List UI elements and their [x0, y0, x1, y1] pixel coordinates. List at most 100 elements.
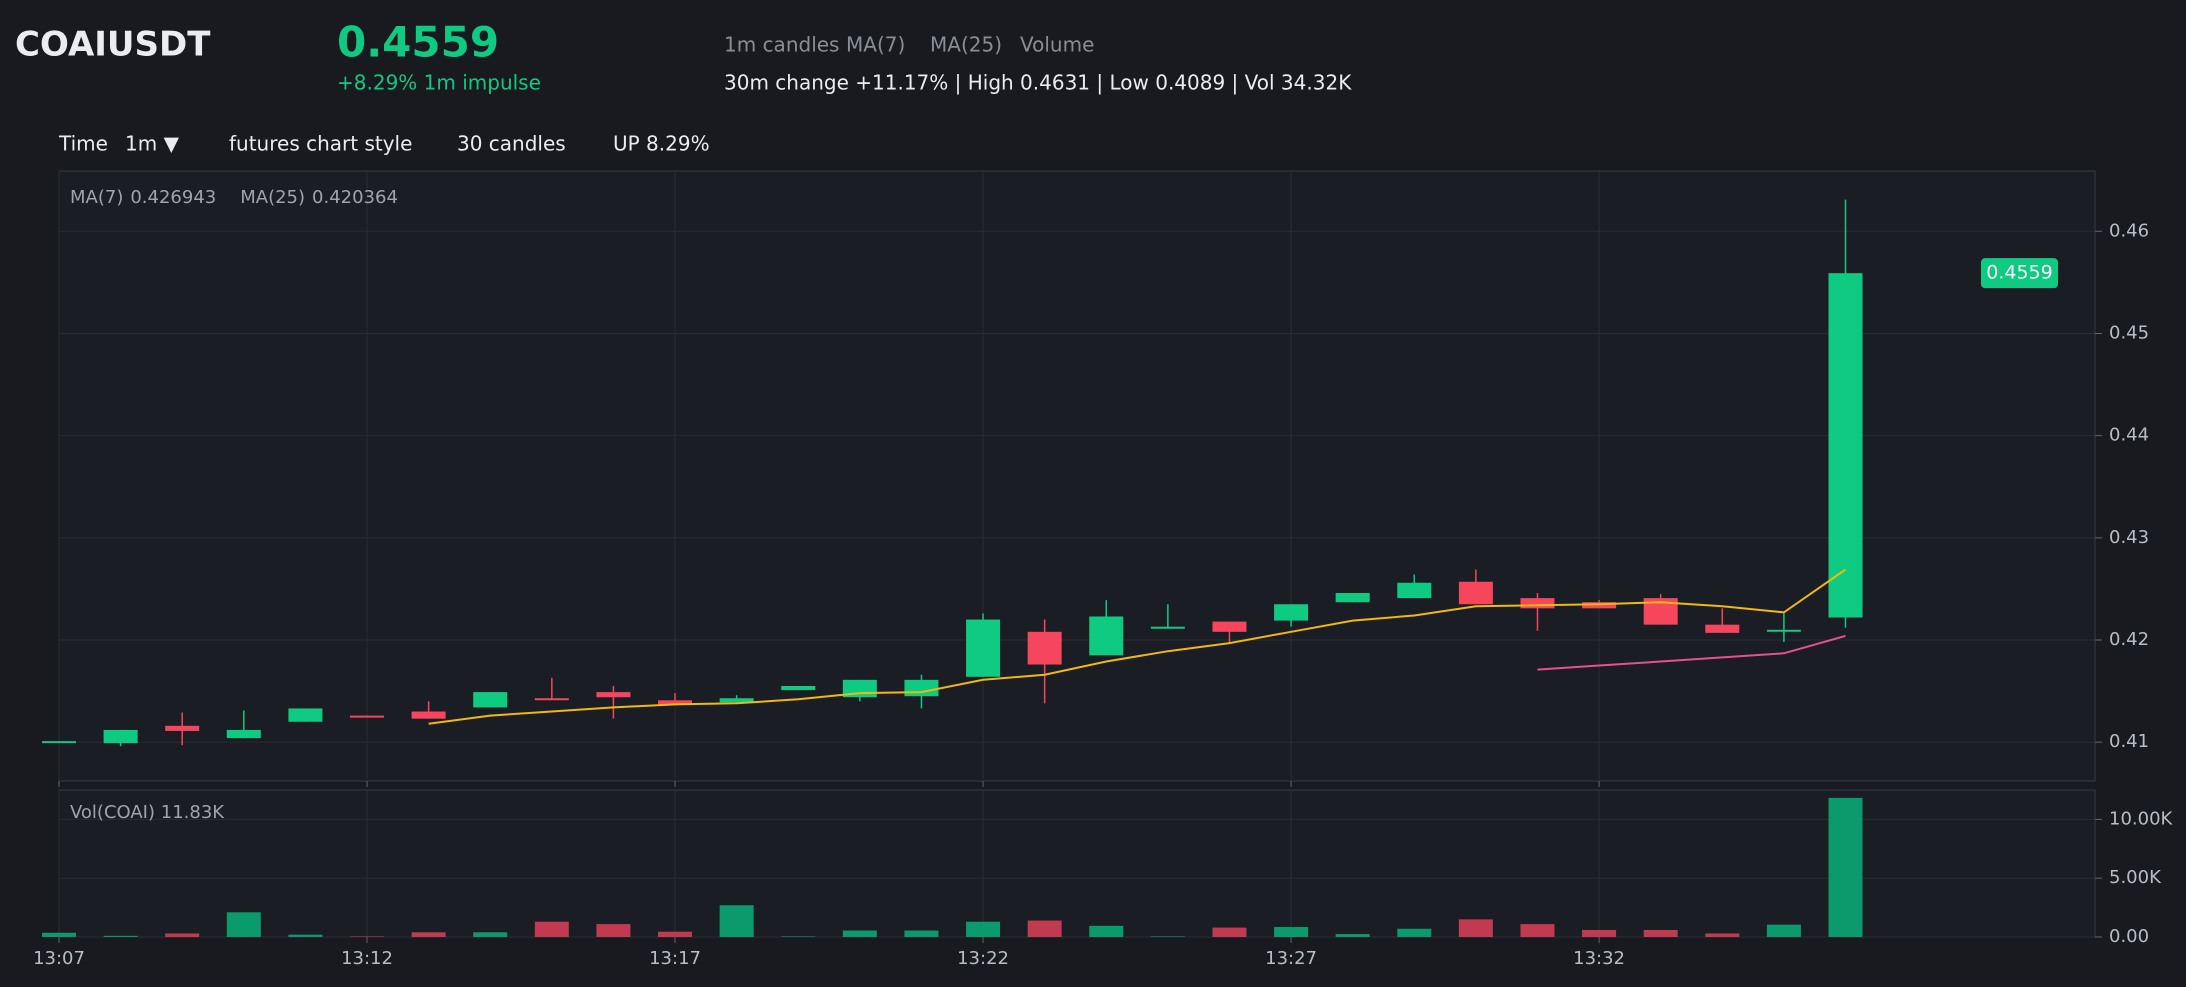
volume-bar — [1828, 797, 1863, 937]
volume-bar — [473, 932, 508, 937]
candle-body — [226, 729, 261, 739]
toolbar-item[interactable]: 30 candles — [457, 132, 566, 156]
volume-bar — [1212, 927, 1247, 937]
volume-bar — [350, 936, 385, 937]
x-tick-label: 13:17 — [649, 948, 701, 969]
volume-bar — [1705, 933, 1740, 937]
candle-body — [42, 741, 76, 744]
candle-body — [1458, 581, 1493, 605]
candle-body — [165, 725, 200, 731]
volume-bar — [1089, 925, 1124, 937]
volume-bar — [904, 930, 939, 937]
x-tick-label: 13:32 — [1573, 948, 1625, 969]
candle-body — [1828, 273, 1863, 618]
candle-body — [288, 708, 323, 722]
volume-bar — [103, 935, 138, 937]
candle-body — [596, 692, 631, 698]
y-tick-label: 0.45 — [2109, 322, 2149, 343]
volume-bar — [1027, 920, 1062, 937]
candle-body — [1274, 604, 1309, 621]
volume-bar — [842, 930, 877, 937]
price-panel — [58, 170, 2096, 782]
candle-body — [1089, 616, 1124, 656]
x-tick-label: 13:22 — [957, 948, 1009, 969]
candle-body — [411, 711, 446, 719]
x-tick-label: 13:27 — [1265, 948, 1317, 969]
candle-body — [658, 700, 693, 705]
candle-body — [1027, 631, 1062, 665]
y-tick-label: 5.00K — [2109, 867, 2162, 888]
stats: 30m change +11.17% | High 0.4631 | Low 0… — [724, 71, 1352, 95]
legend-name: MA(7) — [70, 187, 123, 208]
tab[interactable]: MA(7) — [846, 33, 905, 57]
change: +8.29% 1m impulse — [337, 71, 541, 95]
y-tick-label: 0.42 — [2109, 629, 2149, 650]
price: 0.4559 — [337, 18, 499, 67]
y-tick-label: 0.00 — [2109, 926, 2149, 947]
candle-body — [1705, 624, 1740, 633]
candle-body — [1520, 598, 1555, 609]
candle-body — [1582, 602, 1617, 609]
volume-bar — [596, 924, 631, 937]
y-tick-label: 0.43 — [2109, 527, 2149, 548]
volume-bar — [226, 912, 261, 937]
legend-name: MA(25) — [240, 187, 305, 208]
legend-value: 0.426943 — [130, 187, 216, 208]
volume-bar — [781, 936, 816, 937]
price-badge-label: 0.4559 — [1986, 262, 2052, 284]
candle-body — [1766, 629, 1801, 632]
tab[interactable]: Volume — [1020, 33, 1094, 57]
interval-select[interactable]: 1m ▼ — [125, 132, 180, 156]
ma-line — [428, 568, 1847, 725]
candle-body — [350, 715, 385, 718]
price-badge — [1981, 258, 2058, 289]
volume-title: Vol(COAI) 11.83K — [70, 802, 225, 823]
y-tick-label: 0.41 — [2109, 731, 2149, 752]
toolbar-item[interactable]: futures chart style — [229, 132, 412, 156]
candle-body — [1335, 592, 1370, 603]
volume-bar — [42, 932, 76, 937]
ma-line — [1537, 634, 1846, 671]
volume-bar — [1643, 929, 1678, 937]
volume-bar — [1520, 924, 1555, 937]
time-label: Time — [58, 132, 108, 156]
toolbar-item[interactable]: UP 8.29% — [613, 132, 710, 156]
volume-bar — [1335, 934, 1370, 937]
x-tick-label: 13:07 — [33, 948, 85, 969]
candle-body — [473, 692, 508, 708]
candle-body — [1212, 621, 1247, 632]
volume-bar — [658, 931, 693, 937]
volume-bar — [1274, 927, 1309, 937]
candle-body — [103, 729, 138, 744]
y-tick-label: 0.44 — [2109, 425, 2149, 446]
volume-bar — [1766, 924, 1801, 937]
x-tick-label: 13:12 — [341, 948, 393, 969]
candle-body — [1150, 626, 1185, 629]
ma-legend: MA(7) 0.426943 MA(25) 0.420364 — [70, 187, 398, 208]
volume-bar — [534, 921, 569, 937]
volume-bar — [1458, 919, 1493, 937]
volume-bar — [966, 921, 1001, 937]
candle-body — [966, 619, 1001, 677]
candle-body — [904, 679, 939, 697]
candle-body — [781, 685, 816, 691]
volume-bar — [288, 934, 323, 937]
volume-bar — [411, 932, 446, 937]
candle-body — [1397, 582, 1432, 599]
tab[interactable]: MA(25) — [930, 33, 1002, 57]
y-tick-label: 0.46 — [2109, 220, 2149, 241]
y-tick-label: 10.00K — [2109, 808, 2174, 829]
volume-bar — [165, 933, 200, 937]
volume-bar — [1150, 936, 1185, 937]
tab[interactable]: 1m candles — [724, 33, 839, 57]
candle-body — [719, 698, 754, 703]
volume-panel — [58, 789, 2096, 938]
symbol: COAIUSDT — [15, 25, 211, 65]
volume-bar — [1582, 929, 1617, 937]
volume-bar — [1397, 928, 1432, 937]
candle-body — [534, 698, 569, 701]
legend-value: 0.420364 — [312, 187, 398, 208]
volume-bar — [719, 905, 754, 937]
